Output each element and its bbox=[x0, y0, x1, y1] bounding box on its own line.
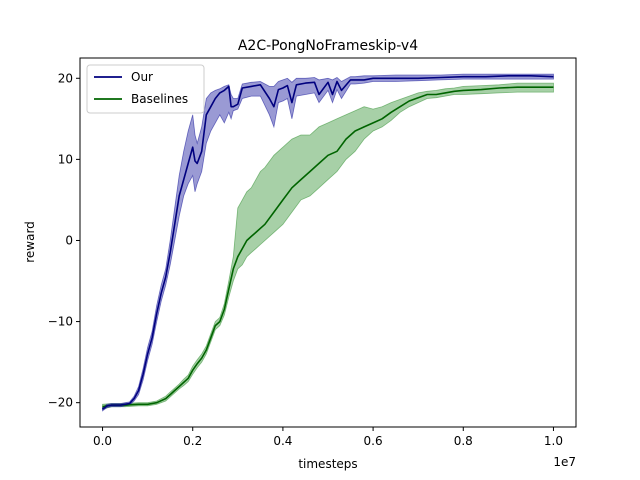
x-tick-label: 0.2 bbox=[183, 434, 202, 448]
band-our bbox=[102, 73, 554, 412]
y-tick-label: 0 bbox=[65, 233, 73, 247]
chart-title: A2C-PongNoFrameskip-v4 bbox=[238, 38, 418, 54]
x-tick-label: 0.0 bbox=[93, 434, 112, 448]
legend: Our Baselines bbox=[86, 64, 205, 114]
x-offset-label: 1e7 bbox=[553, 455, 576, 469]
y-tick-label: 10 bbox=[58, 152, 73, 166]
legend-label-baselines: Baselines bbox=[131, 92, 188, 106]
x-tick-label: 0.6 bbox=[364, 434, 383, 448]
y-tick-label: −10 bbox=[48, 315, 73, 329]
y-axis-label: reward bbox=[23, 221, 37, 263]
axes-frame bbox=[79, 57, 577, 428]
line-baselines bbox=[102, 86, 554, 408]
x-tick-label: 0.8 bbox=[454, 434, 473, 448]
x-tick-label: 0.4 bbox=[273, 434, 292, 448]
legend-label-our: Our bbox=[131, 70, 153, 84]
y-tick-label: −20 bbox=[48, 396, 73, 410]
x-axis-label: timesteps bbox=[298, 457, 357, 471]
plot-area bbox=[80, 58, 576, 427]
x-tick-label: 1.0 bbox=[544, 434, 563, 448]
y-tick-label: 20 bbox=[58, 71, 73, 85]
line-our bbox=[102, 75, 554, 410]
y-axis: −20 −10 0 10 20 bbox=[48, 71, 80, 410]
series-layer bbox=[102, 73, 554, 412]
x-axis: 0.0 0.2 0.4 0.6 0.8 1.0 bbox=[93, 427, 563, 448]
